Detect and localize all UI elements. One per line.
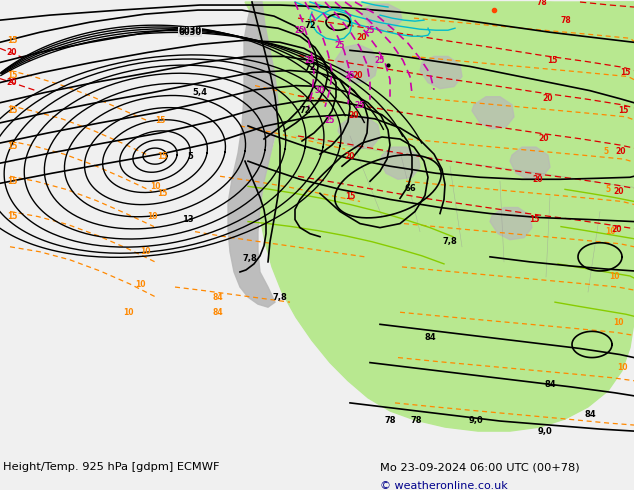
Text: 20: 20	[539, 134, 549, 144]
Text: 25: 25	[305, 56, 315, 65]
Text: 25: 25	[345, 71, 355, 80]
Text: 30: 30	[314, 86, 325, 95]
Polygon shape	[580, 2, 634, 156]
Polygon shape	[420, 56, 462, 89]
Text: 72: 72	[299, 106, 311, 115]
Text: 15: 15	[7, 106, 17, 115]
Text: 72: 72	[304, 63, 316, 72]
Text: 15: 15	[529, 215, 539, 224]
Text: 25: 25	[295, 25, 305, 35]
Polygon shape	[338, 117, 380, 149]
Text: 25: 25	[365, 25, 375, 35]
Text: 84: 84	[212, 293, 223, 302]
Text: 15: 15	[7, 71, 17, 80]
Text: 84: 84	[424, 333, 436, 342]
Text: 15: 15	[155, 116, 165, 125]
Text: 84: 84	[212, 308, 223, 317]
Polygon shape	[380, 147, 420, 179]
Polygon shape	[362, 4, 402, 30]
Text: 10: 10	[139, 247, 150, 256]
Polygon shape	[335, 44, 378, 83]
Text: 15: 15	[7, 177, 17, 186]
Text: 20: 20	[345, 151, 355, 161]
Text: 78: 78	[410, 416, 422, 424]
Text: 20: 20	[7, 78, 17, 87]
Text: 20: 20	[533, 175, 543, 184]
Text: 15: 15	[7, 142, 17, 150]
Text: 9,0: 9,0	[469, 416, 483, 424]
Text: Mo 23-09-2024 06:00 UTC (00+78): Mo 23-09-2024 06:00 UTC (00+78)	[380, 462, 580, 472]
Polygon shape	[490, 207, 532, 240]
Text: 13: 13	[182, 215, 194, 224]
Text: 10: 10	[135, 279, 145, 289]
Text: 20: 20	[614, 187, 624, 196]
Polygon shape	[380, 2, 600, 101]
Text: 20: 20	[357, 33, 367, 42]
Text: 84: 84	[584, 411, 596, 419]
Text: 25: 25	[375, 56, 385, 65]
Text: 10: 10	[150, 182, 160, 191]
Text: 15: 15	[618, 106, 628, 115]
Text: 10: 10	[612, 318, 623, 327]
Text: 10: 10	[605, 227, 615, 236]
Text: 7,8: 7,8	[443, 237, 457, 246]
Text: 20: 20	[7, 48, 17, 57]
Text: 20: 20	[349, 111, 359, 121]
Text: 20: 20	[612, 225, 622, 234]
Text: 20: 20	[616, 147, 626, 156]
Text: 10: 10	[609, 272, 619, 281]
Text: 6030: 6030	[178, 25, 202, 35]
Text: 10: 10	[146, 212, 157, 221]
Text: 6030: 6030	[178, 28, 202, 37]
Text: 78: 78	[384, 416, 396, 424]
Text: 78: 78	[536, 0, 547, 6]
Polygon shape	[228, 2, 278, 307]
Text: 20: 20	[543, 94, 553, 103]
Text: 15: 15	[620, 68, 630, 77]
Text: 7,8: 7,8	[243, 254, 257, 263]
Text: 5: 5	[604, 147, 609, 156]
Text: 15: 15	[157, 151, 167, 161]
Text: 15: 15	[7, 36, 17, 45]
Text: 25: 25	[335, 41, 345, 50]
Polygon shape	[472, 97, 514, 129]
Text: 5: 5	[605, 185, 611, 194]
Text: 10: 10	[123, 308, 133, 317]
Text: 10: 10	[617, 363, 627, 372]
Text: 5: 5	[187, 151, 193, 161]
Polygon shape	[510, 147, 550, 179]
Text: 15: 15	[157, 189, 167, 198]
Text: 78: 78	[560, 16, 571, 24]
Text: 25: 25	[355, 101, 365, 110]
Text: 5,4: 5,4	[193, 88, 207, 97]
Text: 7,8: 7,8	[273, 293, 287, 302]
Text: © weatheronline.co.uk: © weatheronline.co.uk	[380, 481, 508, 490]
Text: 72: 72	[304, 21, 316, 30]
Text: 20: 20	[353, 71, 363, 80]
Text: 15: 15	[547, 56, 557, 65]
Text: 25: 25	[325, 116, 335, 125]
Polygon shape	[245, 2, 634, 431]
Text: 15: 15	[345, 192, 355, 201]
Text: 15: 15	[7, 212, 17, 221]
Text: 9,0: 9,0	[538, 427, 552, 436]
Text: 84: 84	[544, 380, 556, 389]
Text: 66: 66	[404, 184, 416, 193]
Text: Height/Temp. 925 hPa [gdpm] ECMWF: Height/Temp. 925 hPa [gdpm] ECMWF	[3, 462, 219, 472]
